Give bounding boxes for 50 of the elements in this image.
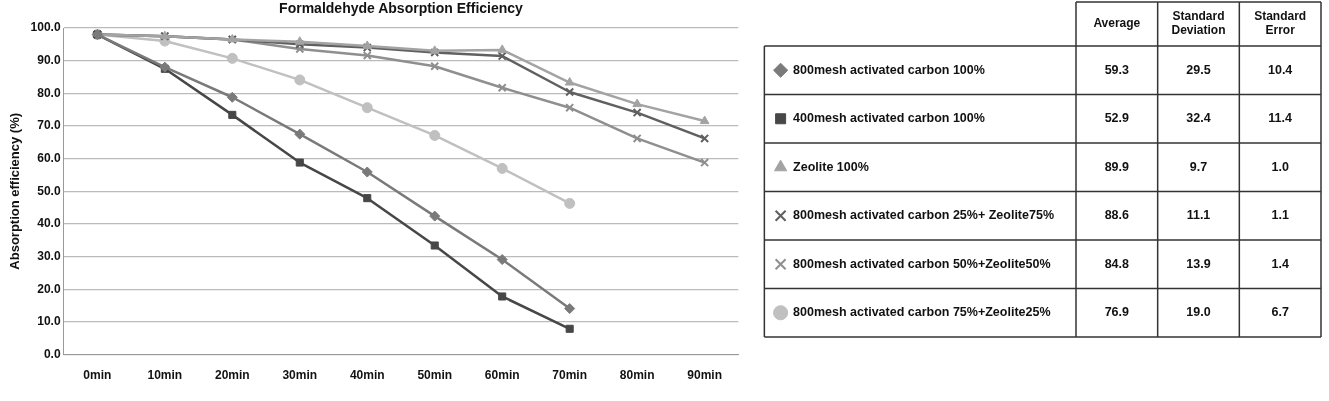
text: 59.3 <box>1104 62 1130 77</box>
y-tick-label: 30.0 <box>37 248 61 263</box>
y-tick-label: 40.0 <box>37 216 61 231</box>
y-tick-label: 20.0 <box>37 281 61 296</box>
x-tick-label: 60min <box>484 368 520 383</box>
y-tick-label: 80.0 <box>37 85 61 100</box>
y-tick-label: 100.0 <box>30 20 61 35</box>
legend-label: 800mesh activated carbon 75%+Zeolite25% <box>793 305 1051 320</box>
x-tick-label: 40min <box>349 368 385 383</box>
category-label: Standard Deviation <box>1171 9 1226 38</box>
y-tick-label: 90.0 <box>37 52 61 67</box>
y-tick-label: 0.0 <box>43 346 61 361</box>
legend-label: 800mesh activated carbon 50%+Zeolite50% <box>793 256 1051 271</box>
y-tick-label: 10.0 <box>37 314 61 329</box>
category-label: Average <box>1093 16 1141 31</box>
y-tick-label: 60.0 <box>37 150 61 165</box>
text: 19.0 <box>1186 305 1211 320</box>
text: 6.7 <box>1271 305 1289 320</box>
text: 76.9 <box>1104 305 1130 320</box>
x-tick-label: 80min <box>619 368 655 383</box>
text: 13.9 <box>1186 256 1211 271</box>
legend-label: 800mesh activated carbon 25%+ Zeolite75% <box>793 208 1054 223</box>
text: 29.5 <box>1186 62 1211 77</box>
text: 10.4 <box>1267 62 1293 77</box>
x-tick-label: 30min <box>282 368 318 383</box>
x-tick-label: 50min <box>417 368 453 383</box>
text: 84.8 <box>1104 256 1130 271</box>
y-tick-label: 50.0 <box>37 183 61 198</box>
text: 1.4 <box>1271 256 1289 271</box>
y-axis-title: Absorption efficiency (%) <box>7 112 23 270</box>
x-tick-label: 90min <box>687 368 722 383</box>
text: 89.9 <box>1104 159 1130 174</box>
text: 1.0 <box>1271 159 1289 174</box>
y-tick-label: 70.0 <box>37 118 61 133</box>
text: 32.4 <box>1186 111 1211 126</box>
text: 9.7 <box>1189 159 1208 174</box>
category-label: Standard Error <box>1254 9 1307 38</box>
legend-label: 800mesh activated carbon 100% <box>793 62 985 77</box>
x-tick-label: 20min <box>214 368 250 383</box>
text: 11.1 <box>1186 208 1211 223</box>
text: 1.1 <box>1271 208 1289 223</box>
x-tick-label: 10min <box>147 368 183 383</box>
text: 88.6 <box>1104 208 1130 223</box>
legend-label: 400mesh activated carbon 100% <box>793 111 985 126</box>
text: 52.9 <box>1104 111 1130 126</box>
x-tick-label: 70min <box>552 368 588 383</box>
x-tick-label: 0min <box>83 368 112 383</box>
chart-title: Formaldehyde Absorption Efficiency <box>279 0 524 16</box>
text: 11.4 <box>1268 111 1293 126</box>
legend-label: Zeolite 100% <box>793 159 869 174</box>
